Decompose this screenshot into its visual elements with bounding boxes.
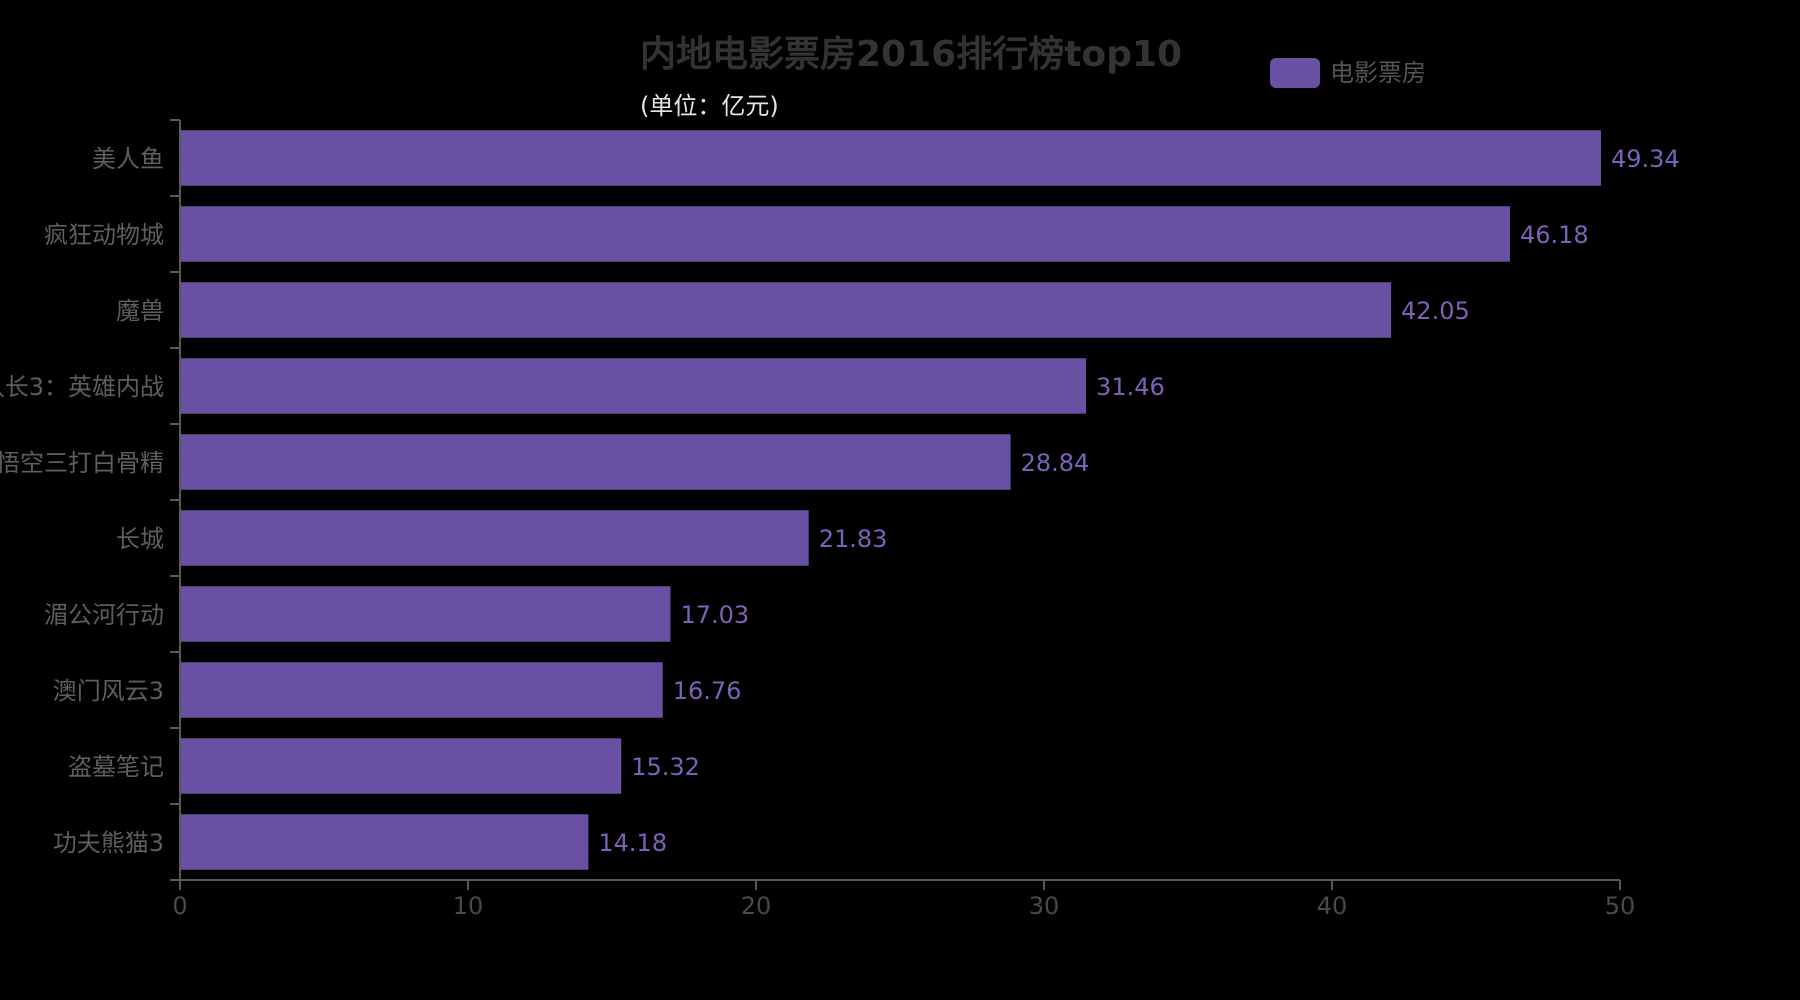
bar[interactable] [181,662,663,718]
x-tick-label: 40 [1317,892,1348,920]
chart-subtitle: (单位：亿元) [640,92,779,120]
y-category-label: 功夫熊猫3 [53,829,164,857]
y-category-label: 湄公河行动 [44,601,164,629]
data-label: 16.76 [673,677,742,705]
x-tick-label: 10 [453,892,484,920]
bar[interactable] [181,130,1601,186]
data-label: 49.34 [1611,145,1680,173]
bar[interactable] [181,206,1510,262]
data-label: 42.05 [1401,297,1470,325]
y-category-label: 长城 [116,525,164,553]
bar[interactable] [181,814,589,870]
data-label: 46.18 [1520,221,1589,249]
y-category-label: 美国队长3：英雄内战 [0,373,164,401]
data-label: 17.03 [680,601,749,629]
data-label: 15.32 [631,753,700,781]
y-category-label: 盗墓笔记 [68,753,164,781]
bar[interactable] [181,738,622,794]
data-label: 31.46 [1096,373,1165,401]
data-label: 14.18 [598,829,667,857]
plot-area: 0 10 20 30 40 50 美人鱼 49.34 疯狂动物城 46.18 魔兽 42.05 美国队长… [0,119,1680,920]
bar[interactable] [181,358,1087,414]
legend[interactable]: 电影票房 [1270,58,1426,88]
chart-title: 内地电影票房2016排行榜top10 [640,34,1182,75]
data-label: 21.83 [819,525,888,553]
x-tick-label: 50 [1605,892,1636,920]
y-category-label: 美人鱼 [92,145,164,173]
bar[interactable] [181,586,671,642]
bar[interactable] [181,434,1011,490]
legend-swatch[interactable] [1270,58,1320,88]
legend-label[interactable]: 电影票房 [1330,59,1426,87]
x-tick-label: 30 [1029,892,1060,920]
bar[interactable] [181,510,809,566]
y-category-label: 疯狂动物城 [44,221,164,249]
y-category-label: 澳门风云3 [53,677,164,705]
data-label: 28.84 [1021,449,1090,477]
x-tick-label: 20 [741,892,772,920]
bar[interactable] [181,282,1392,338]
y-category-label: 西游记之孙悟空三打白骨精 [0,449,164,477]
y-category-label: 魔兽 [116,297,164,325]
x-tick-label: 0 [172,892,187,920]
